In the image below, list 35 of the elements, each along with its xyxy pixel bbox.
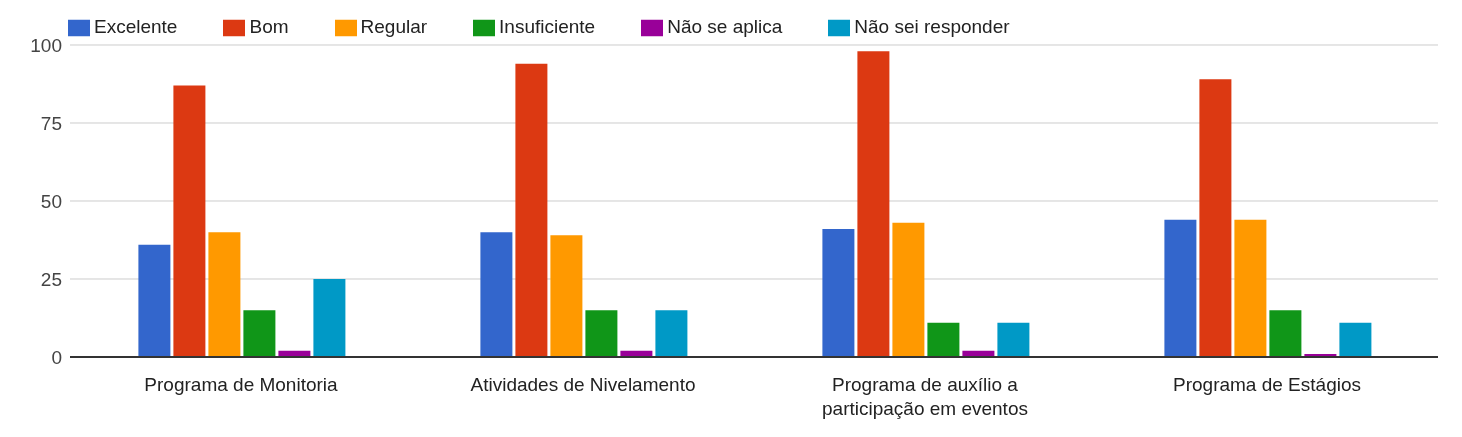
x-tick-label: Programa de auxílio a participação em eventos bbox=[822, 374, 1028, 419]
bar bbox=[480, 232, 513, 357]
legend-label: Não sei responder bbox=[854, 16, 1010, 37]
legend-label: Insuficiente bbox=[499, 16, 596, 37]
bar bbox=[1199, 79, 1232, 357]
bar bbox=[1164, 219, 1197, 357]
bar bbox=[1339, 322, 1372, 357]
y-tick-label: 50 bbox=[40, 190, 62, 212]
bar bbox=[515, 63, 548, 357]
bar bbox=[927, 322, 960, 357]
bar bbox=[892, 222, 925, 357]
bar bbox=[997, 322, 1030, 357]
legend-label: Regular bbox=[360, 16, 428, 37]
legend-label: Excelente bbox=[94, 16, 178, 37]
bar bbox=[138, 244, 171, 357]
y-tick-label: 25 bbox=[40, 268, 62, 290]
bar bbox=[1269, 310, 1302, 357]
bar bbox=[585, 310, 618, 357]
bar bbox=[550, 235, 583, 357]
bar bbox=[243, 310, 276, 357]
x-tick-label: Programa de Estágios bbox=[1173, 374, 1361, 395]
x-tick-label: Programa de Monitoria bbox=[144, 374, 339, 395]
bar bbox=[857, 51, 890, 357]
bar bbox=[1234, 219, 1267, 357]
y-tick-label: 75 bbox=[40, 112, 62, 134]
bar bbox=[313, 279, 346, 357]
bar bbox=[173, 85, 206, 357]
bar bbox=[208, 232, 241, 357]
y-tick-label: 0 bbox=[51, 346, 62, 368]
legend-label: Não se aplica bbox=[667, 16, 783, 37]
bar bbox=[655, 310, 688, 357]
y-tick-label: 100 bbox=[30, 34, 62, 56]
legend-label: Bom bbox=[249, 16, 289, 37]
bar bbox=[822, 229, 855, 357]
x-tick-label: Atividades de Nivelamento bbox=[470, 374, 696, 395]
